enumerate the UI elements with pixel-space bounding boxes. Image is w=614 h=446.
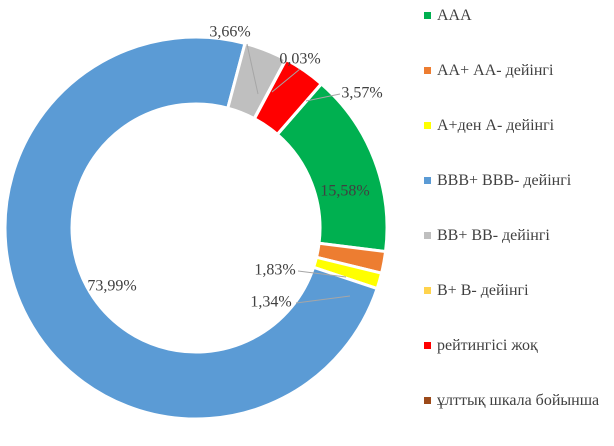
legend-item: А+ден А- дейінгі	[424, 116, 614, 171]
legend-swatch	[424, 232, 431, 239]
legend-label: B+ B- дейінгі	[437, 282, 529, 299]
data-label: 3,57%	[341, 85, 382, 102]
legend-label: BBB+ BBB- дейінгі	[437, 172, 572, 189]
legend-label: ААА	[437, 7, 472, 24]
leader-line	[295, 295, 351, 304]
legend: ААА АА+ АА- дейінгі А+ден А- дейінгі BBB+ B…	[424, 6, 614, 446]
legend-item: BBB+ BBB- дейінгі	[424, 171, 614, 226]
legend-item: B+ B- дейінгі	[424, 281, 614, 336]
data-label: 0,03%	[279, 51, 320, 68]
legend-swatch	[424, 397, 431, 404]
leader-line	[297, 270, 347, 278]
legend-label: АА+ АА- дейінгі	[437, 62, 554, 79]
data-label: 1,83%	[254, 262, 295, 279]
donut-slice	[3, 35, 380, 421]
data-label: 3,66%	[209, 24, 250, 41]
legend-swatch	[424, 287, 431, 294]
legend-label: BB+ BB- дейінгі	[437, 227, 550, 244]
chart: 15,58% 1,83% 1,34% 73,99% 3,66% 0,03% 3,57%	[3, 24, 389, 421]
legend-label: А+ден А- дейінгі	[437, 117, 555, 134]
donut-slice	[252, 57, 324, 137]
legend-item: рейтингісі жоқ	[424, 336, 614, 391]
legend-swatch	[424, 12, 431, 19]
legend-item: АА+ АА- дейінгі	[424, 61, 614, 116]
legend-item: ұлттық шкала бойынша	[424, 391, 614, 446]
data-label: 73,99%	[87, 278, 136, 295]
legend-swatch	[424, 122, 431, 129]
legend-swatch	[424, 67, 431, 74]
legend-swatch	[424, 342, 431, 349]
data-label: 1,34%	[250, 294, 291, 311]
legend-label: рейтингісі жоқ	[437, 337, 538, 354]
data-label: 15,58%	[320, 183, 369, 200]
legend-label: ұлттық шкала бойынша	[437, 392, 600, 409]
leader-line	[271, 68, 301, 93]
page: {"chart_data": {"type": "donut", "catego…	[3, 7, 600, 421]
legend-swatch	[424, 177, 431, 184]
leader-line	[246, 43, 259, 95]
legend-item: BB+ BB- дейінгі	[424, 226, 614, 281]
legend-item: ААА	[424, 6, 614, 61]
leader-line	[305, 93, 341, 102]
